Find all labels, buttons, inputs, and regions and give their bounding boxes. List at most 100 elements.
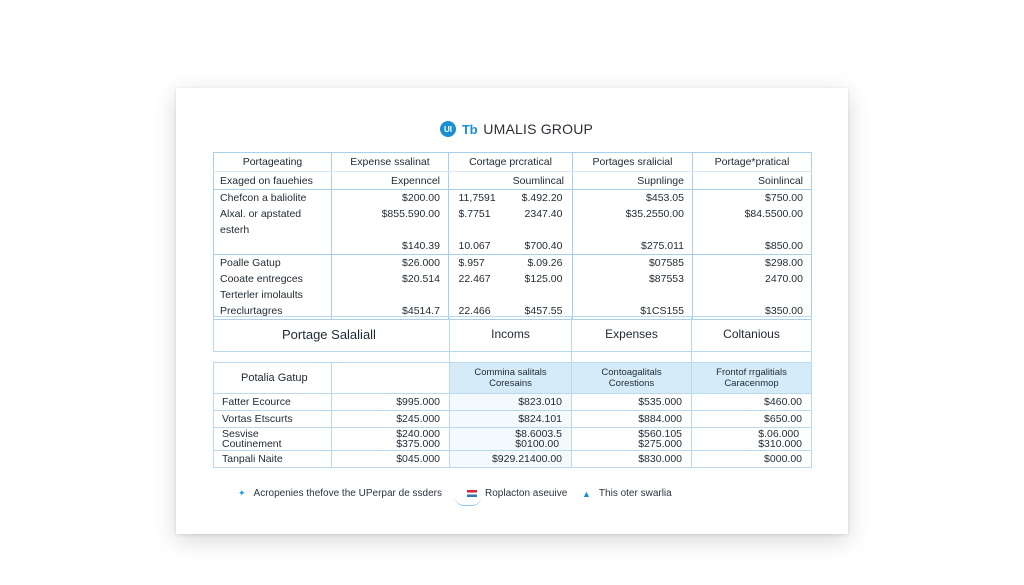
table-cell: $8.6003.5 $0100.00 — [449, 427, 573, 451]
table-cell: $000.00 — [691, 450, 813, 468]
row-label: Sesvise Coutinement — [213, 427, 332, 451]
table-cell — [331, 287, 449, 303]
table-cell-pair — [448, 222, 573, 238]
table-cell-pair: 22.466 $457.55 — [448, 303, 573, 320]
table-cell: $84.5500.00 — [692, 206, 812, 222]
table-cell: $298.00 — [692, 254, 812, 271]
spacer-cell — [571, 351, 693, 363]
table-cell: 2470.00 — [692, 271, 812, 287]
spacer-cell — [449, 351, 573, 363]
table-cell: $700.40 — [524, 240, 563, 252]
twitter-bird-icon: ✦ — [238, 488, 246, 498]
table-row: Tanpali Naite $045.000 $929.21400.00 $83… — [213, 450, 813, 468]
logo-icon: UI — [440, 121, 456, 137]
table-cell: $20.514 — [331, 271, 449, 287]
value-stack: $8.6003.5 $0100.00 — [515, 428, 563, 450]
table-header-row: Portageating Expense ssalinat Cortage pr… — [213, 152, 812, 172]
column-header: Expenses — [571, 316, 693, 352]
row-label: Poalle Gatup — [213, 254, 332, 271]
table-cell: $855.590.00 — [331, 206, 449, 222]
table-row: Terterler imolaults — [213, 287, 812, 303]
table-cell: $35.2550.00 — [572, 206, 693, 222]
table-cell: $245.000 — [330, 410, 451, 428]
table-subheader-row: Exaged on fauehies Expenncel Soumlincal … — [213, 171, 812, 190]
value-line: $0100.00 — [515, 438, 560, 450]
table-row: Fatter Ecource $995.000 $823.010 $535.00… — [213, 393, 813, 411]
value-stack: $560.105 $275.000 — [638, 428, 683, 450]
row-label: Preclurtagres — [213, 303, 332, 320]
table-cell: $457.55 — [524, 305, 563, 317]
table-cell: $560.105 $275.000 — [571, 427, 693, 451]
row-label-line: Sesvise — [222, 428, 259, 440]
subheader-cell: Contoagalitals Corestions — [571, 362, 693, 394]
column-header: Incoms — [449, 316, 573, 352]
group-label: Potalia Gatup — [213, 362, 332, 394]
value-line: $8.6003.5 — [515, 428, 563, 440]
row-label: Cooate entregces — [213, 271, 332, 287]
table-cell-pair: 10.067 $700.40 — [448, 238, 573, 255]
table-cell: $140.39 — [331, 238, 449, 255]
table-cell: $.06.000 $310.000 — [691, 427, 813, 451]
logo-letters: Tb — [462, 121, 478, 137]
row-label: Terterler imolaults — [213, 287, 332, 303]
table-cell: $929.21400.00 — [449, 450, 573, 468]
table-cell: $125.00 — [524, 273, 563, 285]
value-line: $310.000 — [758, 438, 803, 450]
brand-header: UI Tb UMALIS GROUP — [440, 119, 593, 139]
table-cell: $650.00 — [691, 410, 813, 428]
row-label — [213, 238, 332, 255]
table-cell: $26.000 — [331, 254, 449, 271]
row-label-line: Coutinement — [222, 438, 282, 450]
swoosh-decoration — [455, 497, 481, 506]
row-label: Chefcon a baliolite — [213, 189, 332, 206]
table-title-row: Portage Salaliall Incoms Expenses Coltan… — [212, 316, 813, 352]
subheader-cell: Soinlincal — [692, 171, 812, 190]
subheader-cell: Exaged on fauehies — [213, 171, 332, 190]
table-cell: 22.467 — [458, 273, 491, 285]
table-cell: $850.00 — [692, 238, 812, 255]
column-header: Coltanious — [691, 316, 813, 352]
portage-table: Portageating Expense ssalinat Cortage pr… — [213, 152, 812, 320]
table-cell-pair: $.957 $.09.26 — [448, 254, 573, 271]
brand-name: UMALIS GROUP — [483, 121, 594, 137]
footer-item: ▲ This oter swarlia — [582, 488, 672, 499]
column-header: Expense ssalinat — [331, 152, 449, 172]
table-cell-pair: 11,7591 $.492.20 — [448, 189, 573, 206]
table-cell — [572, 222, 693, 238]
value-line: $375.000 — [396, 438, 441, 450]
table-row: Sesvise Coutinement $240.000 $375.000 $8.6… — [213, 427, 813, 451]
column-header: Portages sralicial — [572, 152, 693, 172]
value-line: $560.105 — [638, 428, 683, 440]
value-line: $275.000 — [638, 438, 683, 450]
table-row: Cooate entregces $20.514 22.467 $125.00 $… — [213, 271, 812, 287]
footer-text: Acropenies thefove the UPerpar de ssders — [253, 488, 442, 499]
row-label: Vortas Etscurts — [213, 410, 332, 428]
table-cell-pair: 22.467 $125.00 — [448, 271, 573, 287]
table-cell — [572, 287, 693, 303]
table-cell: $460.00 — [691, 393, 813, 411]
footer-text: This oter swarlia — [598, 488, 672, 499]
table-row: esterh — [213, 222, 812, 238]
table-cell: $350.00 — [692, 303, 812, 320]
table-cell: $830.000 — [571, 450, 693, 468]
table-cell: $823.010 — [449, 393, 573, 411]
table-cell: $240.000 $375.000 — [330, 427, 451, 451]
flag-icon — [467, 490, 477, 497]
table-cell: 10.067 — [458, 240, 491, 252]
spacer-cell — [691, 351, 813, 363]
spacer-row — [214, 351, 813, 363]
row-label: Fatter Ecource — [213, 393, 332, 411]
table-row: Vortas Etscurts $245.000 $824.101 $884.0… — [213, 410, 813, 428]
row-label: esterh — [213, 222, 332, 238]
table-cell: $4514.7 — [331, 303, 449, 320]
table-cell: $750.00 — [692, 189, 812, 206]
table-cell — [692, 222, 812, 238]
row-label: Alxal. or apstated — [213, 206, 332, 222]
footer-text: Roplacton aseuive — [485, 488, 568, 499]
table-row: Preclurtagres $4514.7 22.466 $457.55 $1CS… — [213, 303, 812, 320]
table-cell: 22.466 — [458, 305, 491, 317]
table-cell: 2347.40 — [524, 208, 563, 220]
table-cell: $.09.26 — [527, 257, 563, 269]
footer-item: ✦ Acropenies thefove the UPerpar de ssde… — [238, 488, 442, 499]
subheader-cell: Frontof rrgalitials Caracenmop — [691, 362, 813, 394]
